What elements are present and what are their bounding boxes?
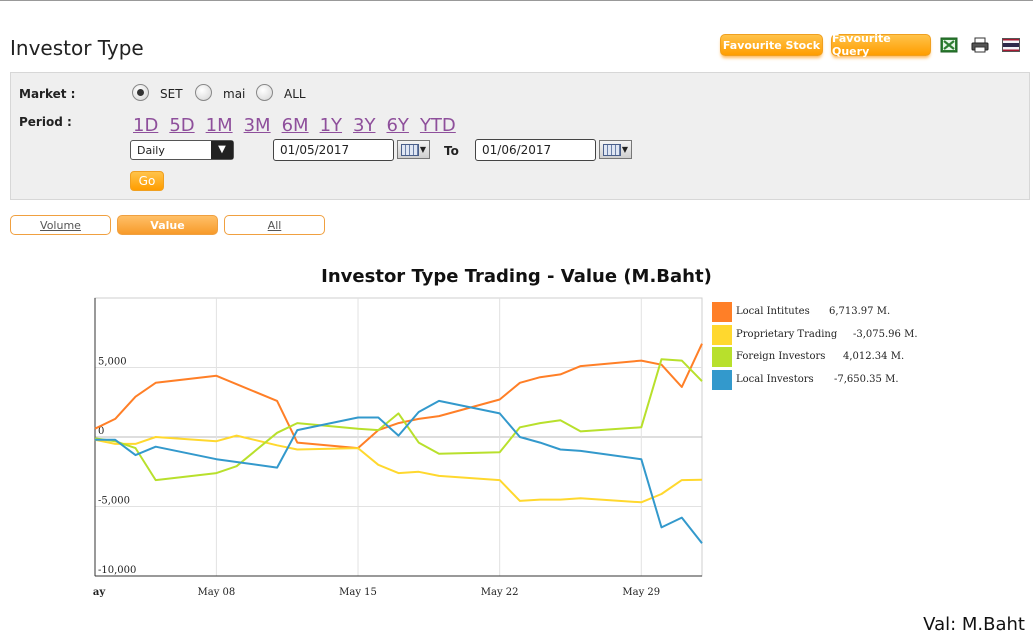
tab-value[interactable]: Value [117,215,218,235]
y-tick-label: 5,000 [98,357,127,368]
y-tick-label: 0 [98,426,104,437]
date-to-input[interactable]: 01/06/2017 [475,139,596,161]
legend-series-name: Local Intitutes [736,306,810,317]
series-line-proprietary-trading [94,434,703,504]
calendar-from-icon[interactable]: ▼ [397,140,430,159]
legend-series-name: Local Investors [736,374,814,385]
calendar-arrow-icon: ▼ [621,145,628,154]
period-link-3y[interactable]: 3Y [353,115,376,136]
period-link-ytd[interactable]: YTD [419,115,456,136]
legend-swatch [712,347,732,367]
market-label-set: SET [160,87,183,101]
period-link-6y[interactable]: 6Y [386,115,409,136]
frequency-select[interactable]: Daily ▼ [130,140,234,160]
series-line-foreign-investors [94,358,703,482]
legend-item: Local Intitutes 6,713.97 M. [712,302,942,322]
legend-swatch [712,370,732,390]
legend-series-name: Proprietary Trading [736,329,838,340]
legend-item: Proprietary Trading -3,075.96 M. [712,325,942,345]
to-label: To [444,144,459,158]
market-label-mai: mai [223,87,246,101]
y-tick-label: -5,000 [98,496,130,507]
period-link-3m[interactable]: 3M [243,115,271,136]
legend-series-name: Foreign Investors [736,351,826,362]
series-line-local-intitutes [94,343,703,450]
x-tick-label: ay [93,587,106,598]
page-title: Investor Type [10,36,144,60]
tab-volume[interactable]: Volume [10,215,111,235]
calendar-grid-icon [603,144,621,156]
favourite-query-button[interactable]: Favourite Query [831,32,931,58]
legend-item: Foreign Investors 4,012.34 M. [712,347,942,367]
y-tick-label: -10,000 [98,565,136,576]
excel-icon[interactable] [940,37,958,53]
market-radio-mai[interactable] [195,84,212,101]
legend-series-value: -3,075.96 M. [853,329,918,340]
series-line-local-investors [95,399,703,544]
period-link-1y[interactable]: 1Y [319,115,343,136]
period-links: 1D 5D 1M 3M 6M 1Y 3Y 6Y YTD [133,115,456,136]
period-link-1d[interactable]: 1D [133,115,159,136]
go-button[interactable]: Go [130,171,164,191]
chart-title: Investor Type Trading - Value (M.Baht) [321,266,712,287]
favourite-stock-button[interactable]: Favourite Stock [720,34,823,56]
x-tick-label: May 08 [198,587,236,598]
market-label-all: ALL [284,87,306,101]
radio-selected-dot [137,89,144,96]
period-link-5d[interactable]: 5D [169,115,195,136]
tab-all[interactable]: All [224,215,325,235]
x-tick-label: May 22 [481,587,519,598]
legend-series-value: -7,650.35 M. [834,374,899,385]
thai-flag-icon[interactable] [1002,37,1020,53]
calendar-arrow-icon: ▼ [419,145,426,154]
period-link-6m[interactable]: 6M [281,115,309,136]
frequency-value: Daily [137,144,165,157]
dropdown-arrow-icon[interactable]: ▼ [211,141,233,159]
printer-icon[interactable] [971,37,989,53]
market-label: Market : [19,87,76,101]
market-radio-set[interactable] [132,84,149,101]
legend-item: Local Investors -7,650.35 M. [712,370,942,390]
period-link-1m[interactable]: 1M [205,115,233,136]
legend-series-value: 4,012.34 M. [843,351,905,362]
date-from-input[interactable]: 01/05/2017 [273,139,394,161]
filter-panel: Market : SET mai ALL Period : 1D 5D 1M 3… [10,72,1030,200]
period-label: Period : [19,115,72,129]
x-tick-label: May 15 [339,587,377,598]
x-tick-label: May 29 [622,587,660,598]
calendar-to-icon[interactable]: ▼ [599,140,632,159]
legend-swatch [712,302,732,322]
unit-note: Val: M.Baht [923,614,1025,635]
legend-series-value: 6,713.97 M. [829,306,891,317]
top-rule [0,0,1033,1]
legend-swatch [712,325,732,345]
calendar-grid-icon [401,144,419,156]
market-radio-all[interactable] [256,84,273,101]
